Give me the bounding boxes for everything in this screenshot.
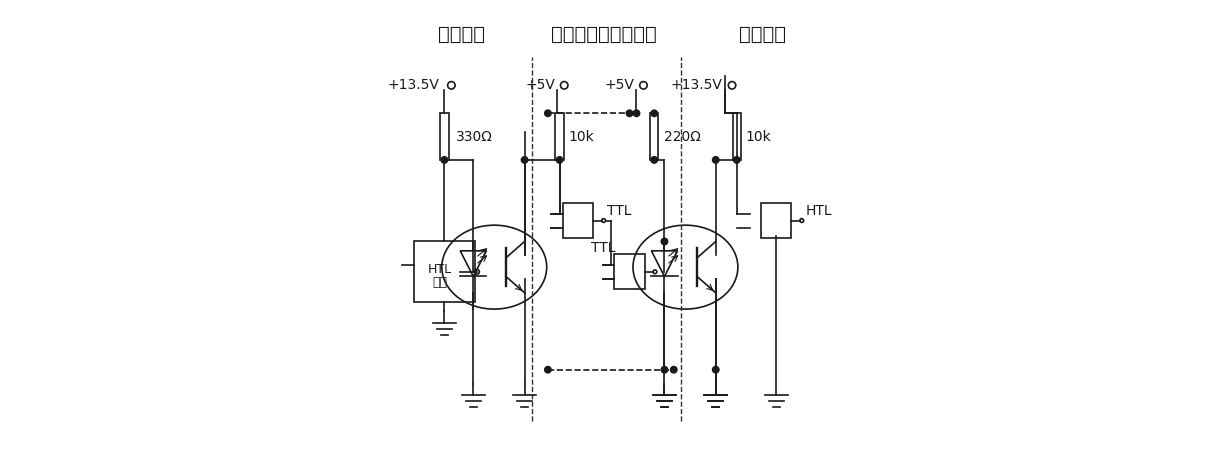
Text: TTL: TTL: [607, 204, 632, 218]
Text: TTL: TTL: [591, 242, 616, 256]
Text: 10k: 10k: [568, 129, 594, 144]
Circle shape: [661, 238, 668, 245]
Text: +13.5V: +13.5V: [671, 78, 723, 92]
Circle shape: [712, 157, 719, 163]
Bar: [733, 113, 741, 160]
Text: 10k: 10k: [745, 129, 770, 144]
Bar: [414, 242, 475, 302]
Text: HTL: HTL: [427, 263, 452, 276]
Circle shape: [661, 366, 668, 373]
Circle shape: [671, 366, 677, 373]
Text: +13.5V: +13.5V: [388, 78, 439, 92]
Text: 中央运算、处理部分: 中央运算、处理部分: [551, 24, 657, 44]
Circle shape: [441, 157, 448, 163]
Text: 输出部分: 输出部分: [739, 24, 786, 44]
Bar: [615, 254, 645, 289]
Circle shape: [651, 110, 657, 116]
Text: +5V: +5V: [525, 78, 555, 92]
Circle shape: [734, 157, 740, 163]
Text: +5V: +5V: [605, 78, 634, 92]
Bar: [441, 113, 449, 160]
Text: HTL: HTL: [806, 204, 832, 218]
Circle shape: [556, 157, 562, 163]
Circle shape: [545, 110, 551, 116]
Circle shape: [633, 110, 640, 116]
Bar: [555, 113, 563, 160]
Circle shape: [712, 366, 719, 373]
Text: 330Ω: 330Ω: [456, 129, 493, 144]
Text: 220Ω: 220Ω: [663, 129, 701, 144]
Circle shape: [521, 157, 528, 163]
Circle shape: [651, 157, 657, 163]
Bar: [650, 113, 658, 160]
Circle shape: [545, 366, 551, 373]
Text: 输入: 输入: [432, 276, 447, 288]
Bar: [761, 203, 791, 238]
Circle shape: [627, 110, 633, 116]
Bar: [563, 203, 594, 238]
Text: 输入部分: 输入部分: [438, 24, 486, 44]
